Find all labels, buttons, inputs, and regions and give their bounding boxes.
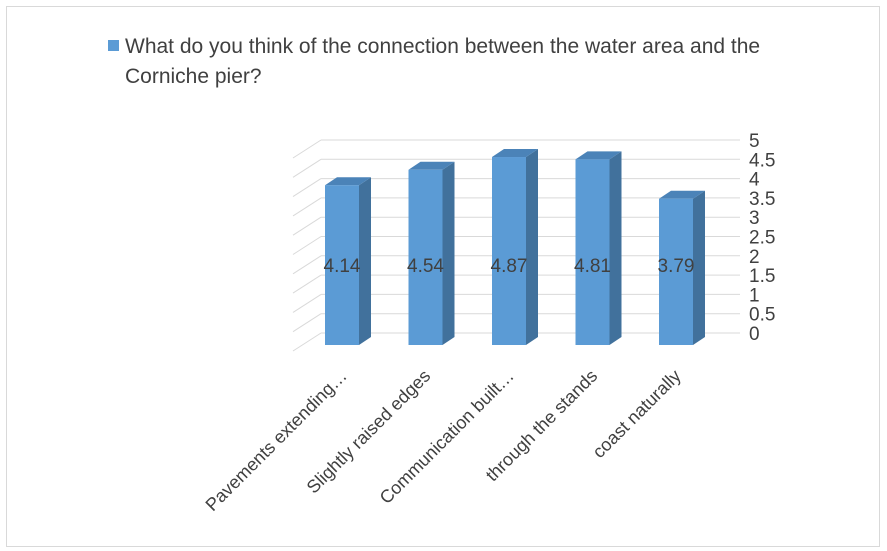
chart-legend: What do you think of the connection betw… bbox=[108, 35, 766, 88]
gridline-side bbox=[292, 197, 322, 217]
bar bbox=[408, 161, 455, 345]
bar-front bbox=[408, 169, 443, 345]
y-tick-label: 1 bbox=[749, 285, 760, 306]
bar-top bbox=[575, 151, 622, 160]
gridline-side bbox=[292, 313, 322, 333]
y-tick-label: 0 bbox=[749, 324, 760, 345]
bar-side bbox=[359, 177, 371, 345]
bar-front bbox=[325, 185, 359, 345]
data-labels: 4.14 4.54 4.87 4.81 3.79 bbox=[324, 256, 695, 277]
gridline-side bbox=[292, 332, 322, 352]
bar-front bbox=[659, 198, 693, 345]
bar-top bbox=[325, 177, 371, 186]
bar bbox=[492, 149, 538, 345]
y-tick-label: 3 bbox=[749, 208, 760, 229]
gridline-side bbox=[292, 216, 322, 236]
y-tick-label: 3.5 bbox=[749, 189, 775, 210]
x-category-label: Pavements extending… bbox=[202, 366, 351, 515]
y-tick-label: 1.5 bbox=[749, 266, 775, 287]
x-axis-categories: Pavements extending…Slightly raised edge… bbox=[202, 366, 685, 515]
x-category-label: coast naturally bbox=[589, 366, 685, 462]
gridline-side bbox=[292, 178, 322, 198]
bar-side bbox=[693, 190, 705, 345]
bar-top bbox=[659, 190, 705, 199]
bar bbox=[659, 190, 705, 345]
bar-chart: What do you think of the connection betw… bbox=[108, 35, 775, 515]
y-tick-label: 5 bbox=[749, 131, 760, 152]
y-tick-label: 2.5 bbox=[749, 228, 775, 249]
gridline-side bbox=[292, 293, 322, 313]
bar bbox=[325, 177, 371, 345]
bar-top bbox=[492, 149, 538, 158]
gridline-side bbox=[292, 236, 322, 255]
y-tick-label: 4 bbox=[749, 170, 760, 191]
data-label: 4.14 bbox=[324, 256, 361, 277]
y-tick-label: 0.5 bbox=[749, 305, 775, 326]
data-label: 4.87 bbox=[491, 256, 528, 277]
y-tick-label: 2 bbox=[749, 247, 760, 268]
y-axis-ticks: 00.511.522.533.544.55 bbox=[749, 131, 775, 345]
y-tick-label: 4.5 bbox=[749, 150, 775, 171]
gridline-side bbox=[292, 158, 322, 178]
legend-label: What do you think of the connection betw… bbox=[125, 35, 766, 88]
data-label: 3.79 bbox=[658, 256, 695, 277]
gridline-side bbox=[292, 274, 322, 294]
x-category-label: Communication built… bbox=[376, 366, 518, 508]
bar-top bbox=[408, 161, 455, 170]
bar bbox=[575, 151, 622, 345]
data-label: 4.54 bbox=[407, 256, 444, 277]
bar-side bbox=[442, 161, 455, 345]
bar-front bbox=[575, 159, 610, 345]
legend-swatch bbox=[108, 40, 119, 51]
bars bbox=[325, 149, 705, 345]
bar-side bbox=[526, 149, 538, 345]
bar-front bbox=[492, 157, 526, 345]
data-label: 4.81 bbox=[574, 256, 611, 277]
gridline-side bbox=[292, 255, 322, 275]
gridline-side bbox=[292, 139, 322, 159]
bar-side bbox=[609, 151, 622, 345]
chart-frame: What do you think of the connection betw… bbox=[6, 6, 880, 547]
